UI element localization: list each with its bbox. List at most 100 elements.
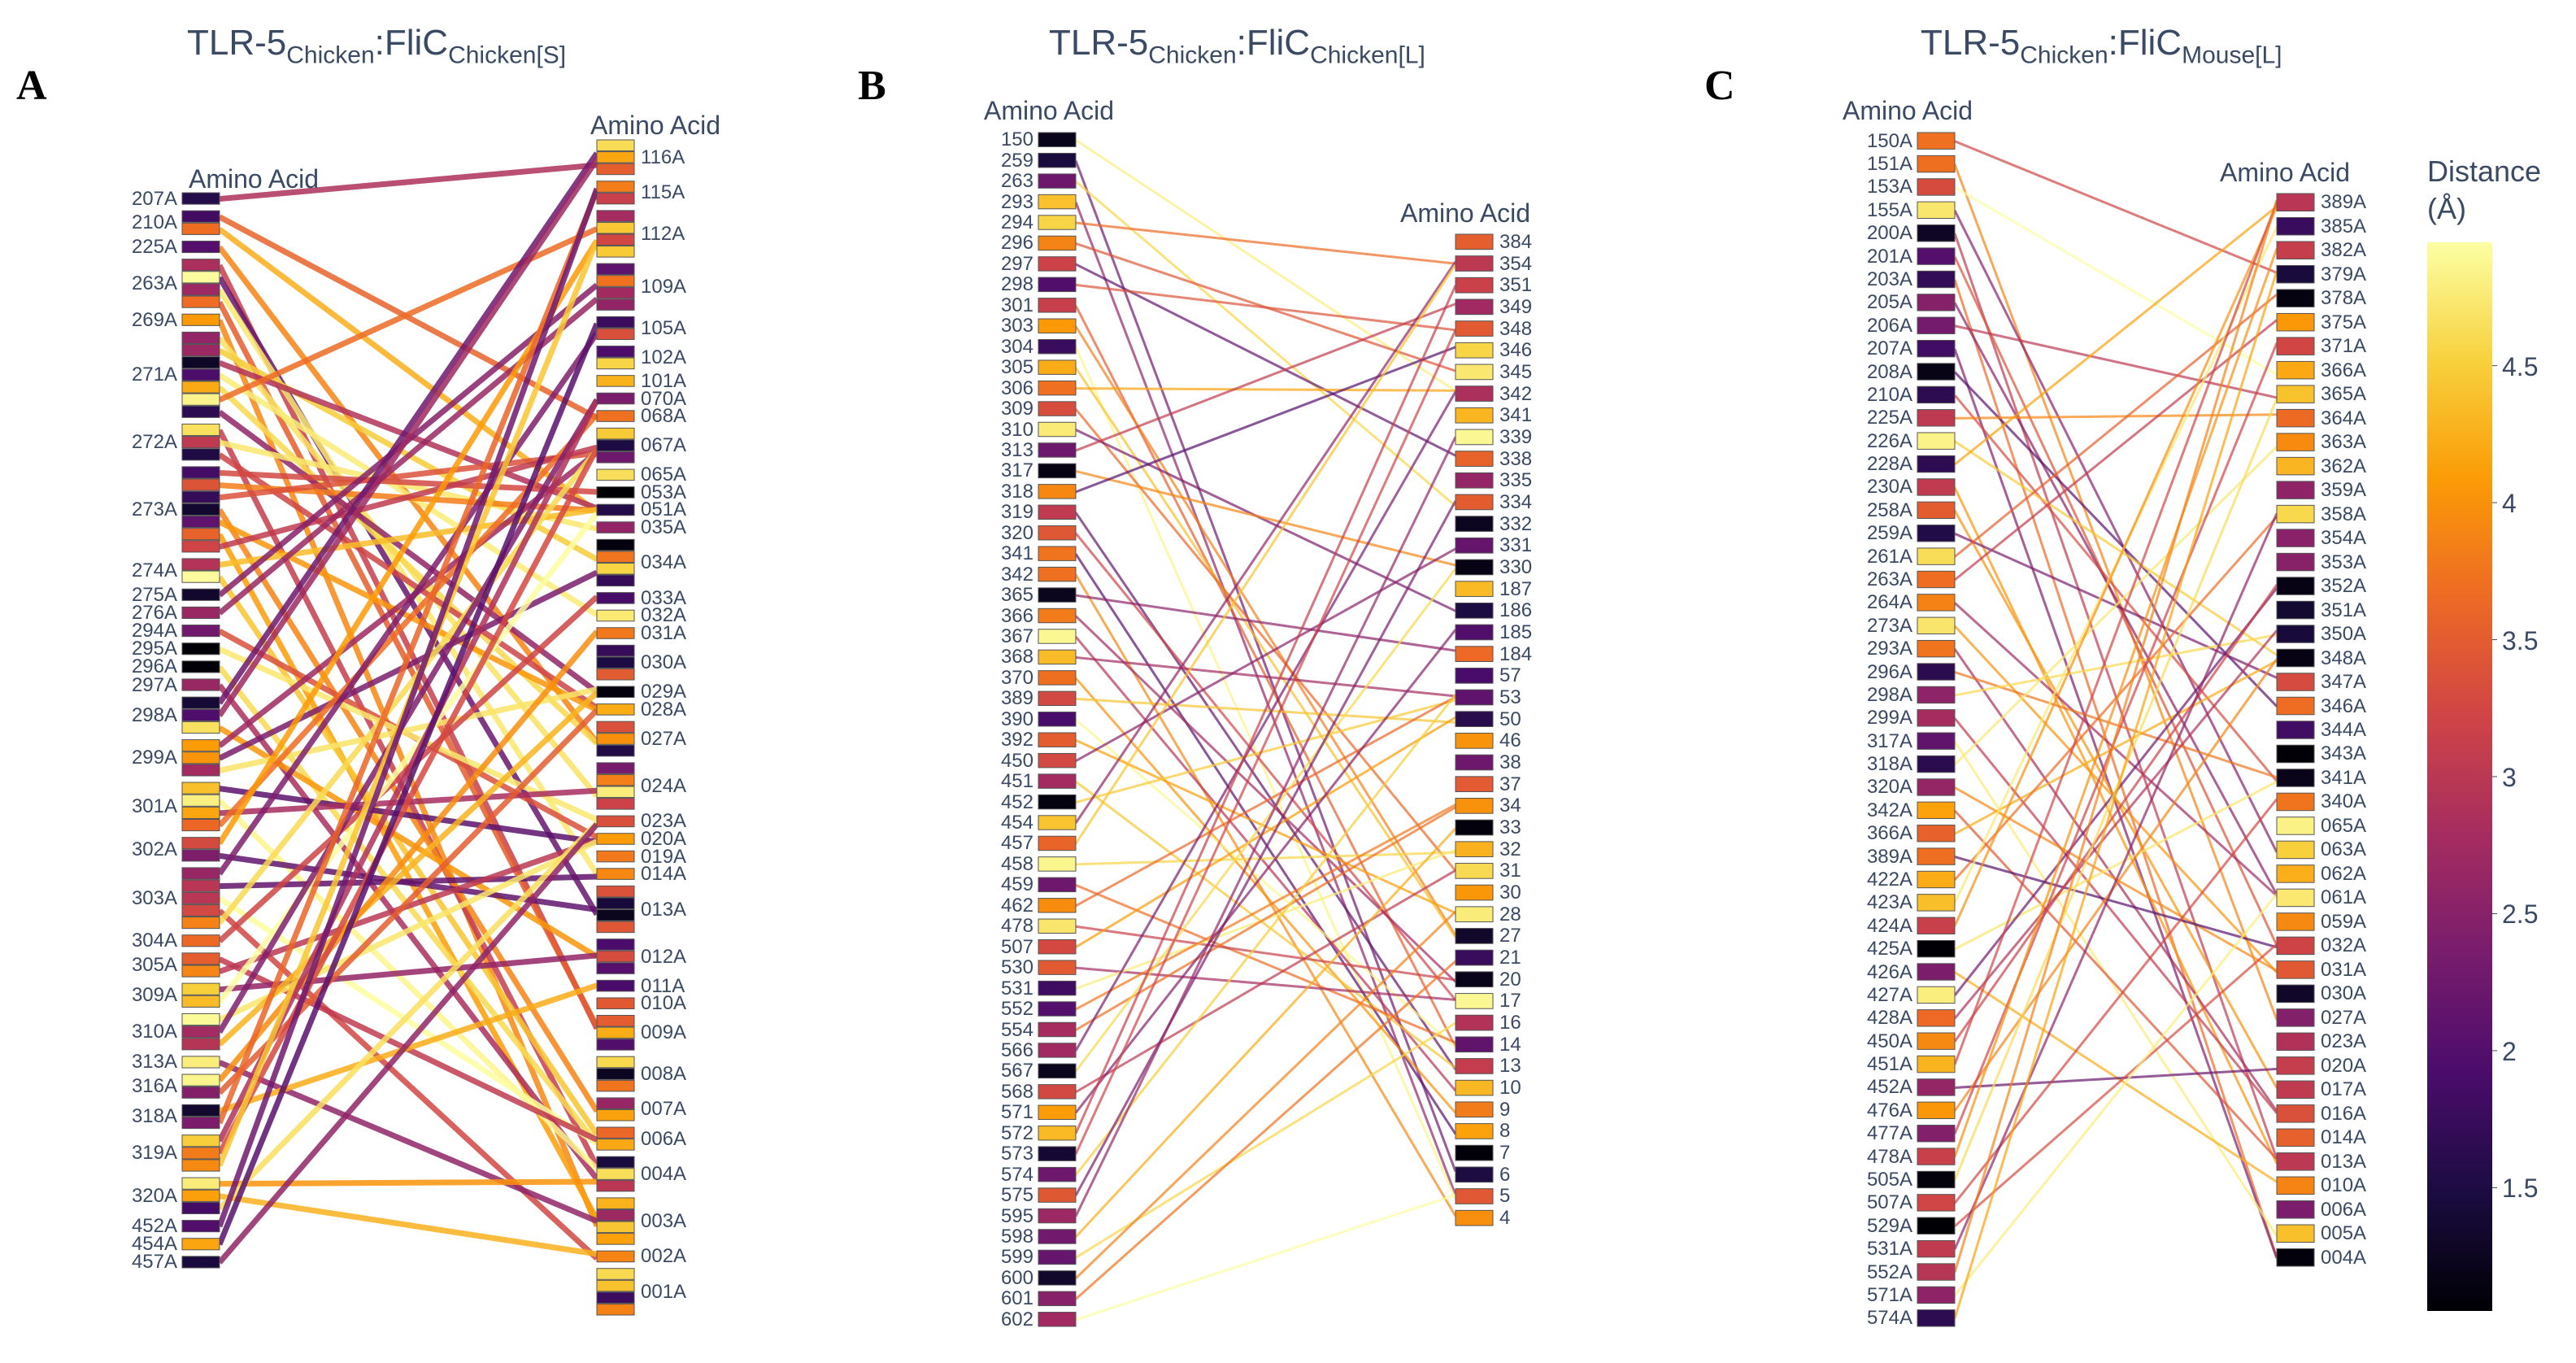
right-residue-label: 30 (1499, 882, 1521, 904)
connection-line (1953, 717, 2278, 1114)
left-residue-block (181, 782, 220, 832)
left-residue-label: 151A (1866, 153, 1912, 176)
left-residue-label: 457A (131, 1251, 177, 1274)
residue-segment (1917, 432, 1956, 450)
residue-segment (596, 210, 635, 222)
connection-line (1953, 270, 2278, 1319)
panel-title-sub2: Chicken[L] (1310, 41, 1425, 69)
left-residue-label: 294A (131, 620, 177, 642)
left-residue-label: 299A (1866, 707, 1912, 729)
right-residue-block (2276, 577, 2315, 595)
residue-segment (2276, 504, 2315, 524)
right-residue-block (1455, 776, 1494, 793)
left-residue-label: 574A (1866, 1307, 1912, 1330)
left-residue-block (1917, 1147, 1956, 1165)
left-residue-block (1917, 917, 1956, 934)
residue-segment (1917, 570, 1956, 589)
colorbar-tick-label: 1.5 (2502, 1174, 2539, 1204)
left-residue-block (1038, 338, 1077, 355)
right-residue-block (2276, 673, 2315, 691)
residue-segment (1038, 1126, 1077, 1141)
connection-line (1074, 568, 1457, 1073)
left-residue-label: 459 (1000, 873, 1033, 896)
residue-segment (181, 478, 220, 491)
left-residue-block (1917, 1309, 1956, 1327)
residue-segment (596, 644, 635, 657)
residue-segment (181, 751, 220, 764)
connection-line (1075, 303, 1456, 452)
left-residue-label: 296 (1000, 232, 1033, 255)
right-residue-label: 007A (641, 1098, 687, 1121)
connection-line (217, 511, 599, 1004)
right-residue-block (1455, 1144, 1494, 1161)
residue-segment (1455, 733, 1494, 749)
residue-segment (1917, 639, 1956, 658)
connection-line (1954, 943, 2278, 1227)
right-residue-label: 27 (1499, 925, 1521, 947)
right-residue-block (1455, 798, 1494, 814)
right-residue-block (2276, 1104, 2315, 1123)
residue-segment (596, 486, 635, 499)
right-residue-label: 57 (1499, 664, 1521, 687)
residue-segment (1917, 1170, 1956, 1189)
left-axis-title: Amino Acid (984, 96, 1115, 125)
connection-line (1953, 371, 2278, 708)
residue-segment (1917, 1125, 1956, 1143)
connection-line (1954, 205, 2278, 466)
left-residue-block (1917, 1009, 1956, 1027)
right-residue-label: 375A (2321, 311, 2367, 333)
left-residue-label: 301A (131, 795, 177, 818)
right-residue-label: 13 (1499, 1055, 1521, 1078)
connection-line (218, 452, 598, 711)
residue-segment (1038, 918, 1077, 934)
left-residue-block (1917, 616, 1956, 634)
left-residue-label: 261A (1866, 545, 1912, 568)
left-residue-label: 298A (131, 703, 177, 726)
residue-segment (596, 592, 635, 604)
right-residue-block (596, 938, 635, 974)
left-residue-block (1917, 224, 1956, 242)
residue-segment (596, 786, 635, 799)
residue-segment (1917, 409, 1956, 427)
residue-segment (1455, 559, 1494, 576)
residue-segment (1038, 629, 1077, 644)
right-residue-block (2276, 936, 2315, 956)
residue-segment (2276, 433, 2315, 451)
right-residue-label: 348A (2321, 647, 2367, 669)
connection-line (1075, 346, 1456, 494)
left-residue-label: 301 (1000, 294, 1033, 316)
left-residue-label: 294 (1000, 211, 1033, 234)
connection-line (1075, 547, 1456, 762)
residue-segment (596, 574, 635, 587)
panel-title-sub2: Mouse[L] (2182, 41, 2282, 69)
connection-line (219, 162, 598, 202)
right-residue-block (596, 703, 635, 716)
connection-line (1075, 869, 1456, 1094)
residue-segment (596, 1139, 635, 1151)
right-residue-block (2276, 984, 2315, 1004)
residue-segment (181, 642, 220, 655)
residue-segment (181, 259, 220, 272)
residue-segment (596, 703, 635, 716)
right-residue-label: 109A (641, 276, 687, 298)
residue-segment (596, 686, 635, 699)
residue-segment (596, 627, 635, 639)
left-residue-block (1917, 570, 1956, 589)
residue-segment (1455, 429, 1494, 446)
left-residue-label: 305A (131, 953, 177, 976)
left-residue-label: 317 (1000, 459, 1033, 482)
right-residue-block (596, 1126, 635, 1151)
residue-segment (1917, 801, 1956, 820)
right-residue-label: 342 (1499, 382, 1533, 405)
panel-label: C (1704, 63, 1735, 109)
left-residue-block (1917, 1055, 1956, 1073)
right-residue-block (1455, 451, 1494, 467)
residue-segment (596, 286, 635, 299)
connection-line (1074, 827, 1457, 1239)
left-residue-block (181, 1177, 220, 1215)
right-residue-label: 010A (641, 992, 687, 1015)
right-residue-label: 363A (2321, 431, 2367, 454)
right-residue-block (2276, 289, 2315, 307)
residue-segment (1917, 1032, 1956, 1050)
left-residue-label: 259A (1866, 522, 1912, 545)
